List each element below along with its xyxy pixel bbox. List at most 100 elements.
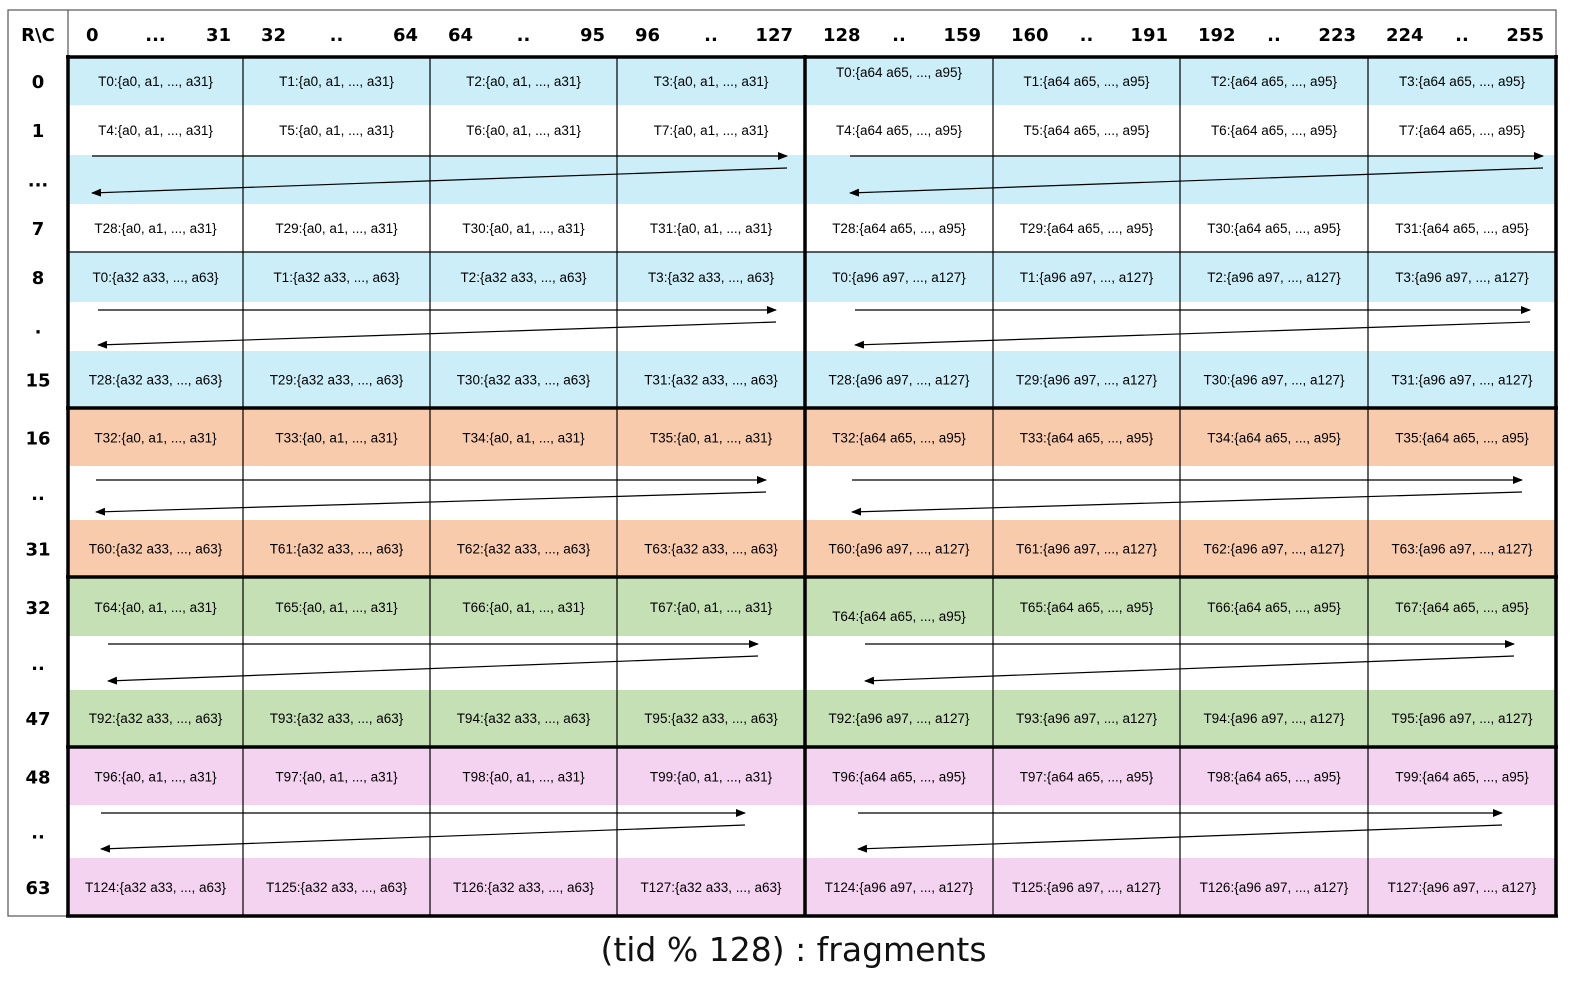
fragment-cell: T64:{a0, a1, ..., a31} — [94, 600, 217, 615]
fragment-cell: T99:{a64 a65, ..., a95} — [1395, 770, 1529, 785]
row-band — [68, 520, 1556, 577]
fragment-cell: T61:{a32 a33, ..., a63} — [270, 542, 404, 557]
fragment-cell: T29:{a64 a65, ..., a95} — [1020, 221, 1154, 236]
grid-lines — [7, 9, 1558, 918]
fragment-cell: T95:{a96 a97, ..., a127} — [1391, 711, 1533, 726]
fragment-cell: T7:{a64 a65, ..., a95} — [1399, 123, 1526, 138]
column-header: 95 — [580, 25, 605, 46]
column-header: 64 — [393, 25, 418, 46]
row-label: .. — [31, 823, 45, 844]
column-header: .. — [517, 25, 531, 46]
fragment-cell: T67:{a0, a1, ..., a31} — [650, 600, 773, 615]
fragment-cell: T0:{a64 a65, ..., a95} — [836, 65, 963, 80]
fragment-cell: T126:{a32 a33, ..., a63} — [453, 880, 595, 895]
column-header: 191 — [1130, 25, 1168, 46]
fragment-cell: T31:{a64 a65, ..., a95} — [1395, 221, 1529, 236]
row-band — [68, 409, 1556, 466]
row-label: 48 — [25, 768, 50, 789]
fragment-cell: T60:{a32 a33, ..., a63} — [89, 542, 223, 557]
fragment-cell: T30:{a96 a97, ..., a127} — [1203, 373, 1345, 388]
row-label: 31 — [25, 540, 50, 561]
fragment-cell: T6:{a64 a65, ..., a95} — [1211, 123, 1338, 138]
corner-label: R\C — [21, 25, 55, 46]
column-header: .. — [330, 25, 344, 46]
fragment-cell: T0:{a96 a97, ..., a127} — [832, 270, 966, 285]
fragment-cell: T124:{a32 a33, ..., a63} — [85, 880, 227, 895]
fragment-cell: T127:{a32 a33, ..., a63} — [640, 880, 782, 895]
fragment-cell: T30:{a64 a65, ..., a95} — [1207, 221, 1341, 236]
return-arrow — [95, 491, 767, 516]
fragment-cell: T63:{a96 a97, ..., a127} — [1391, 542, 1533, 557]
fragment-cell: T28:{a96 a97, ..., a127} — [828, 373, 970, 388]
fragment-cell: T3:{a32 a33, ..., a63} — [648, 270, 775, 285]
column-header: 255 — [1506, 25, 1544, 46]
column-header: .. — [704, 25, 718, 46]
return-arrow — [91, 167, 788, 197]
fragment-cell: T6:{a0, a1, ..., a31} — [466, 123, 581, 138]
row-band — [68, 204, 1556, 252]
fragment-cell: T7:{a0, a1, ..., a31} — [654, 123, 769, 138]
fragment-cell: T2:{a64 a65, ..., a95} — [1211, 74, 1338, 89]
figure-caption: (tid % 128) : fragments — [600, 930, 987, 969]
fragment-cell: T92:{a96 a97, ..., a127} — [828, 711, 970, 726]
column-header: 0 — [86, 25, 99, 46]
fragment-cell: T98:{a64 a65, ..., a95} — [1207, 770, 1341, 785]
return-arrow — [864, 655, 1515, 685]
fragment-cell: T2:{a96 a97, ..., a127} — [1207, 270, 1341, 285]
column-header: .. — [1455, 25, 1469, 46]
fragment-cell: T62:{a96 a97, ..., a127} — [1203, 542, 1345, 557]
row-band — [68, 155, 1556, 204]
fragment-cell: T3:{a0, a1, ..., a31} — [654, 74, 769, 89]
fragment-cell: T125:{a32 a33, ..., a63} — [266, 880, 408, 895]
row-label: 32 — [25, 598, 50, 619]
fragment-cell: T28:{a64 a65, ..., a95} — [832, 221, 966, 236]
fragment-cell: T4:{a64 a65, ..., a95} — [836, 123, 963, 138]
fragment-cell: T1:{a64 a65, ..., a95} — [1023, 74, 1150, 89]
fragment-cell: T28:{a32 a33, ..., a63} — [89, 373, 223, 388]
fragment-cell: T4:{a0, a1, ..., a31} — [98, 123, 213, 138]
fragment-cell: T95:{a32 a33, ..., a63} — [644, 711, 778, 726]
fragment-cell: T66:{a64 a65, ..., a95} — [1207, 600, 1341, 615]
fragment-cell: T31:{a0, a1, ..., a31} — [650, 221, 773, 236]
row-label: 47 — [25, 709, 50, 730]
fragment-cell: T29:{a0, a1, ..., a31} — [275, 221, 398, 236]
row-band — [68, 466, 1556, 520]
row-label: .. — [31, 484, 45, 505]
row-label: 8 — [32, 268, 45, 289]
row-label: 1 — [32, 121, 45, 142]
column-header: 128 — [823, 25, 861, 46]
return-arrow — [107, 655, 759, 685]
row-label: ... — [28, 171, 49, 192]
fragment-cell: T0:{a32 a33, ..., a63} — [92, 270, 219, 285]
column-header: 32 — [261, 25, 286, 46]
fragment-cell: T67:{a64 a65, ..., a95} — [1395, 600, 1529, 615]
row-band — [68, 636, 1556, 690]
row-band — [68, 351, 1556, 408]
row-label: . — [35, 318, 42, 339]
column-header: 160 — [1011, 25, 1049, 46]
fragment-cell: T97:{a0, a1, ..., a31} — [275, 770, 398, 785]
column-header: ... — [145, 25, 166, 46]
fragment-cell: T64:{a64 a65, ..., a95} — [832, 609, 966, 624]
row-band — [68, 858, 1556, 916]
fragment-cell: T65:{a64 a65, ..., a95} — [1020, 600, 1154, 615]
fragment-cell: T65:{a0, a1, ..., a31} — [275, 600, 398, 615]
traversal-arrows — [91, 152, 1544, 853]
row-label: 0 — [32, 72, 45, 93]
fragment-cell: T3:{a96 a97, ..., a127} — [1395, 270, 1529, 285]
fragment-cell: T31:{a96 a97, ..., a127} — [1391, 373, 1533, 388]
fragment-cell: T99:{a0, a1, ..., a31} — [650, 770, 773, 785]
return-arrow — [854, 321, 1531, 349]
row-band — [68, 302, 1556, 351]
fragment-cell: T96:{a64 a65, ..., a95} — [832, 770, 966, 785]
row-label: .. — [31, 654, 45, 675]
row-band — [68, 105, 1556, 155]
row-label: 63 — [25, 878, 50, 899]
column-header: .. — [1267, 25, 1281, 46]
fragment-cell: T29:{a32 a33, ..., a63} — [270, 373, 404, 388]
fragment-cell: T1:{a32 a33, ..., a63} — [273, 270, 400, 285]
row-band — [68, 805, 1556, 858]
fragment-cell: T34:{a64 a65, ..., a95} — [1207, 431, 1341, 446]
column-header: 223 — [1318, 25, 1356, 46]
